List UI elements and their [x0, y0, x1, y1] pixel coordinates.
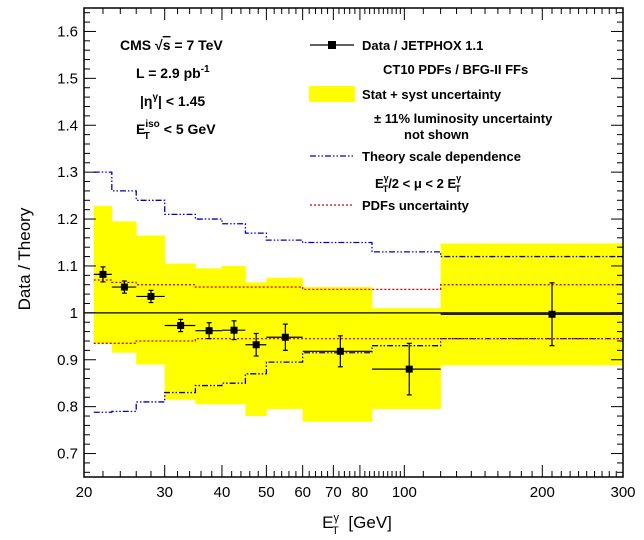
annotation-block: CMS √s = 7 TeV L = 2.9 pb-1 |ηγ| < 1.45 …	[120, 37, 223, 142]
data-marker-7	[281, 333, 289, 341]
x-tick-label-9: 300	[610, 484, 635, 501]
axis-tick-labels: 0.7 0.8 0.9 1 1.1 1.2 1.3 1.4 1.5 1.6 20 30 40 50 60 70…	[57, 23, 635, 501]
data-point-0	[93, 266, 112, 283]
data-marker-6	[252, 341, 260, 349]
data-point-6	[245, 332, 267, 357]
annotation-eta-cut: |ηγ| < 1.45	[140, 92, 205, 109]
data-marker-3	[177, 322, 185, 330]
y-tick-label-1: 0.8	[57, 399, 78, 416]
annotation-isolation-cut: Eiso T < 5 GeV	[136, 119, 216, 142]
x-tick-label-4: 60	[294, 484, 311, 501]
data-marker-1	[120, 283, 128, 291]
legend-entry-scale: Theory scale dependence	[310, 149, 521, 164]
data-point-8	[302, 335, 372, 368]
legend-data-sublabel: CT10 PDFs / BFG-II FFs	[383, 62, 528, 77]
y-tick-label-5: 1.2	[57, 211, 78, 228]
x-tick-label-7: 100	[392, 484, 417, 501]
data-point-2	[136, 289, 165, 304]
data-marker-4	[205, 327, 213, 335]
legend-entry-stat-syst: Stat + syst uncertainty	[309, 86, 502, 102]
plot-frame	[83, 7, 624, 478]
legend-entry-pdf: PDFs uncertainty	[310, 198, 470, 213]
x-tick-label-1: 30	[156, 484, 173, 501]
scale-dependence-upper-line	[93, 171, 623, 258]
data-marker-10	[548, 310, 556, 318]
legend-entry-data: Data / JETPHOX 1.1	[310, 38, 483, 53]
data-marker-0	[99, 270, 107, 278]
y-tick-label-7: 1.4	[57, 117, 78, 134]
annotation-luminosity: L = 2.9 pb-1	[136, 64, 210, 81]
scale-dependence-lower-line	[93, 337, 623, 413]
pdf-uncertainty-upper-line	[93, 279, 623, 291]
y-tick-label-9: 1.6	[57, 23, 78, 40]
annotation-cms-energy: CMS √s = 7 TeV	[120, 37, 223, 53]
stat-syst-band-bin-9	[371, 308, 442, 409]
data-point-10	[440, 282, 623, 347]
y-tick-label-3: 1	[70, 305, 78, 322]
data-point-9	[371, 342, 441, 396]
legend: Data / JETPHOX 1.1 CT10 PDFs / BFG-II FF…	[309, 38, 553, 213]
y-axis-label: Data / Theory	[15, 207, 34, 310]
x-tick-label-3: 50	[258, 484, 275, 501]
theory-lines	[93, 171, 623, 413]
x-tick-label-2: 40	[214, 484, 231, 501]
legend-stat-syst-label: Stat + syst uncertainty	[362, 87, 502, 102]
y-tick-label-0: 0.7	[57, 446, 78, 463]
data-marker-5	[230, 326, 238, 334]
x-axis-label: Eγ T [GeV]	[322, 512, 392, 537]
data-point-1	[111, 280, 137, 294]
axis-ticks	[83, 8, 624, 477]
legend-lumi-note-2: not shown	[404, 127, 469, 142]
legend-scale-sublabel: Eγ T/2 < μ < 2 Eγ T	[375, 173, 461, 194]
y-tick-label-4: 1.1	[57, 258, 78, 275]
legend-data-marker	[328, 41, 336, 49]
x-tick-label-5: 70	[325, 484, 342, 501]
data-point-7	[266, 323, 303, 351]
data-point-5	[221, 320, 246, 341]
y-tick-label-8: 1.5	[57, 70, 78, 87]
legend-pdf-label: PDFs uncertainty	[362, 198, 470, 213]
data-point-3	[164, 318, 196, 333]
x-tick-label-8: 200	[530, 484, 555, 501]
legend-band-swatch	[309, 86, 355, 102]
x-tick-label-0: 20	[76, 484, 93, 501]
stat-syst-band-bin-10	[440, 243, 624, 366]
y-tick-label-6: 1.3	[57, 164, 78, 181]
x-tick-label-6: 80	[352, 484, 369, 501]
legend-scale-label: Theory scale dependence	[362, 149, 521, 164]
legend-data-label: Data / JETPHOX 1.1	[362, 38, 483, 53]
data-marker-9	[405, 365, 413, 373]
legend-lumi-note-1: ± 11% luminosity uncertainty	[374, 111, 553, 126]
data-points	[93, 266, 623, 396]
data-marker-2	[147, 292, 155, 300]
y-tick-label-2: 0.9	[57, 352, 78, 369]
stat-syst-band-bin-7	[266, 277, 304, 409]
data-marker-8	[336, 347, 344, 355]
data-point-4	[195, 322, 222, 340]
